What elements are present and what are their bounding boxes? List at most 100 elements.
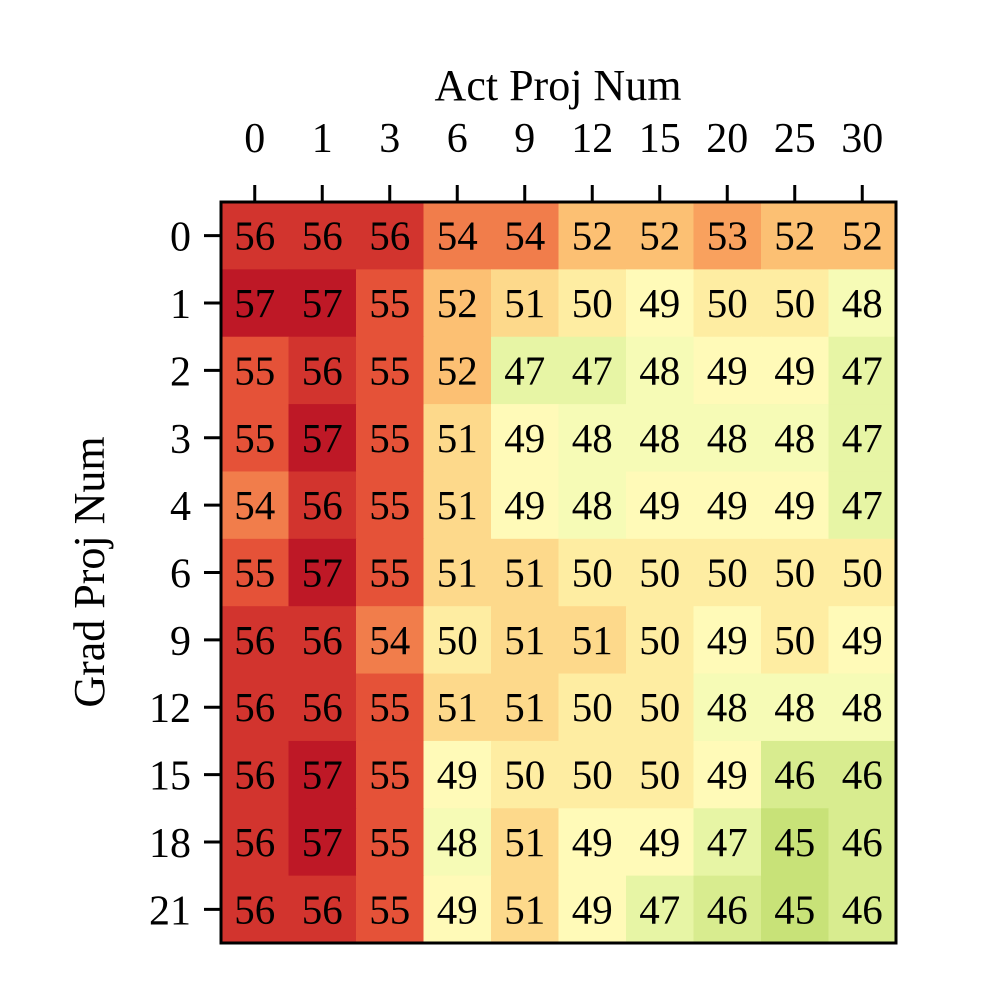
x-tick-label: 12 — [571, 116, 613, 162]
heatmap-cell — [221, 875, 290, 944]
heatmap-cell — [491, 538, 560, 607]
heatmap-cell — [356, 202, 425, 270]
cell-value-label: 51 — [437, 482, 478, 528]
heatmap-cell — [558, 336, 627, 405]
heatmap-cell — [761, 336, 830, 405]
cell-value-label: 50 — [842, 550, 883, 596]
heatmap-cell — [491, 673, 560, 742]
heatmap-cell — [626, 471, 695, 540]
cell-value-label: 50 — [774, 550, 815, 596]
heatmap-cell — [761, 740, 830, 809]
cell-value-label: 50 — [437, 617, 478, 663]
cell-value-label: 52 — [639, 213, 680, 259]
y-tick-label: 2 — [170, 349, 191, 395]
cell-value-label: 51 — [504, 886, 545, 932]
heatmap-cell — [626, 269, 695, 338]
heatmap-cell — [221, 336, 290, 405]
cell-value-label: 48 — [774, 415, 815, 461]
cell-value-label: 49 — [572, 886, 613, 932]
cell-value-label: 56 — [302, 886, 343, 932]
heatmap-cell — [221, 606, 290, 675]
heatmap-cell — [221, 269, 290, 338]
heatmap-cell — [693, 202, 762, 270]
cell-value-label: 50 — [572, 550, 613, 596]
y-tick-label: 15 — [149, 754, 191, 800]
heatmap-cell — [491, 740, 560, 809]
cell-value-label: 49 — [842, 617, 883, 663]
cell-value-label: 56 — [369, 213, 410, 259]
y-tick-label: 1 — [170, 282, 191, 328]
y-tick-label: 0 — [170, 215, 191, 261]
cell-value-label: 48 — [842, 684, 883, 730]
heatmap-cell — [288, 808, 357, 877]
heatmap-cell — [761, 269, 830, 338]
heatmap-cell — [221, 740, 290, 809]
cell-value-label: 57 — [234, 280, 275, 326]
heatmap-cell — [491, 471, 560, 540]
cell-value-label: 46 — [842, 819, 883, 865]
cell-value-label: 55 — [369, 886, 410, 932]
cell-value-label: 49 — [639, 280, 680, 326]
cell-value-label: 46 — [842, 752, 883, 798]
y-tick-label: 21 — [149, 888, 191, 934]
cell-value-label: 54 — [369, 617, 410, 663]
heatmap-cell — [693, 269, 762, 338]
x-tick-label: 25 — [774, 116, 816, 162]
heatmap-cell — [356, 673, 425, 742]
heatmap-cell — [558, 404, 627, 473]
cell-value-label: 46 — [707, 886, 748, 932]
y-tick-label: 12 — [149, 686, 191, 732]
cell-value-label: 51 — [504, 550, 545, 596]
cell-value-label: 50 — [774, 280, 815, 326]
heatmap-cell — [693, 471, 762, 540]
heatmap-cell — [693, 673, 762, 742]
heatmap-cell — [626, 336, 695, 405]
cell-value-label: 48 — [774, 684, 815, 730]
cell-value-label: 48 — [437, 819, 478, 865]
heatmap-cell — [828, 808, 897, 877]
cell-value-label: 50 — [639, 617, 680, 663]
heatmap-cell — [356, 740, 425, 809]
heatmap-cell — [558, 673, 627, 742]
x-axis: 0 1 3 6 9 12 15 20 25 30 — [244, 116, 883, 202]
heatmap-cell — [491, 336, 560, 405]
x-tick-label: 1 — [312, 116, 333, 162]
y-tick-label: 18 — [149, 821, 191, 867]
cell-value-label: 50 — [572, 752, 613, 798]
heatmap-cell — [828, 471, 897, 540]
cell-value-label: 51 — [504, 617, 545, 663]
cell-value-label: 56 — [234, 752, 275, 798]
x-tick-label: 15 — [639, 116, 681, 162]
cell-value-label: 56 — [234, 684, 275, 730]
cell-value-label: 56 — [302, 684, 343, 730]
cell-value-label: 47 — [504, 347, 545, 393]
heatmap-cell — [491, 875, 560, 944]
heatmap-cell — [288, 673, 357, 742]
cell-value-label: 48 — [707, 684, 748, 730]
cell-value-label: 47 — [842, 415, 883, 461]
heatmap-cell — [491, 404, 560, 473]
y-axis-label: Grad Proj Num — [65, 436, 114, 707]
x-tick-label: 9 — [514, 116, 535, 162]
cell-value-label: 57 — [302, 752, 343, 798]
heatmap-cell — [693, 606, 762, 675]
cell-value-label: 49 — [437, 886, 478, 932]
heatmap-cell — [761, 538, 830, 607]
x-tick-label: 20 — [706, 116, 748, 162]
heatmap-cell — [423, 202, 492, 270]
heatmap-cell — [626, 673, 695, 742]
x-tick-label: 30 — [841, 116, 883, 162]
cell-value-label: 46 — [774, 752, 815, 798]
cell-value-label: 48 — [842, 280, 883, 326]
heatmap-cell — [423, 875, 492, 944]
cell-value-label: 51 — [437, 550, 478, 596]
cell-value-label: 55 — [369, 482, 410, 528]
heatmap-cell — [491, 808, 560, 877]
heatmap-cell — [558, 538, 627, 607]
heatmap-cell — [491, 269, 560, 338]
heatmap-cell — [423, 673, 492, 742]
heatmap-cell — [828, 673, 897, 742]
cell-value-label: 54 — [504, 213, 545, 259]
heatmap-cell — [356, 875, 425, 944]
